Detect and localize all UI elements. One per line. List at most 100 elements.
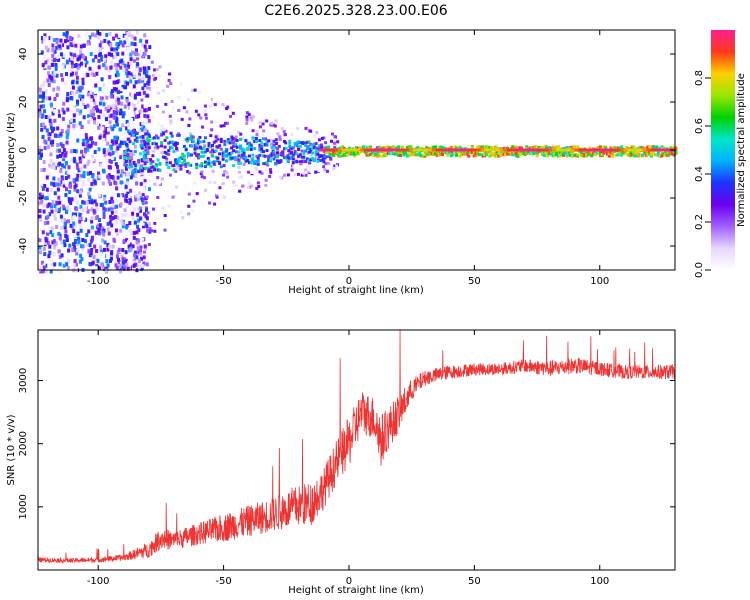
heatmap-cell <box>106 247 110 252</box>
heatmap-cell <box>148 227 152 231</box>
heatmap-cell <box>107 151 111 156</box>
heatmap-cell <box>184 162 188 166</box>
heatmap-cell <box>95 105 99 110</box>
heatmap-cell <box>570 148 575 152</box>
heatmap-cell <box>50 209 54 214</box>
heatmap-cell <box>148 187 151 192</box>
heatmap-cell <box>67 248 71 253</box>
heatmap-cell <box>256 156 260 160</box>
heatmap-cell <box>439 148 444 152</box>
heatmap-cell <box>124 184 128 189</box>
heatmap-cell <box>87 205 91 210</box>
heatmap-cell <box>383 146 387 150</box>
heatmap-cell <box>115 122 119 127</box>
heatmap-cell <box>372 154 376 158</box>
heatmap-cell <box>320 136 324 140</box>
heatmap-cell <box>219 165 223 169</box>
heatmap-cell <box>258 153 262 157</box>
heatmap-cell <box>246 146 250 150</box>
heatmap-cell <box>95 207 99 211</box>
heatmap-cell <box>230 138 234 142</box>
heatmap-cell <box>154 164 158 168</box>
heatmap-cell <box>442 146 446 150</box>
heatmap-cell <box>86 171 90 176</box>
heatmap-cell <box>72 263 76 268</box>
heatmap-cell <box>114 80 118 85</box>
heatmap-cell <box>132 169 135 173</box>
heatmap-cell <box>168 72 172 76</box>
heatmap-cell <box>90 140 94 145</box>
heatmap-cell <box>247 143 251 147</box>
heatmap-cell <box>219 140 223 144</box>
heatmap-cell <box>172 168 176 172</box>
heatmap-cell <box>153 136 157 140</box>
heatmap-cell <box>64 170 68 175</box>
heatmap-cell <box>260 171 264 175</box>
heatmap-cell <box>333 146 337 149</box>
heatmap-cell <box>200 154 204 158</box>
heatmap-cell <box>544 148 549 152</box>
heatmap-cell <box>164 129 168 133</box>
heatmap-cell <box>103 197 106 201</box>
heatmap-cell <box>48 43 52 48</box>
heatmap-cell <box>223 150 227 154</box>
heatmap-cell <box>656 150 660 154</box>
heatmap-cell <box>295 157 299 160</box>
heatmap-cell <box>324 162 328 166</box>
heatmap-cell <box>63 222 67 227</box>
heatmap-cell <box>73 107 77 112</box>
heatmap-cell <box>500 152 504 156</box>
heatmap-cell <box>272 139 276 143</box>
heatmap-cell <box>38 87 42 92</box>
heatmap-cell <box>102 169 106 174</box>
heatmap-cell <box>109 125 113 130</box>
colorbar-tick-label: 0.6 <box>694 118 705 134</box>
heatmap-cell <box>211 148 214 152</box>
heatmap-cell <box>207 162 211 165</box>
heatmap-cell <box>488 145 492 149</box>
heatmap-cell <box>120 101 124 106</box>
heatmap-cell <box>333 151 337 155</box>
heatmap-cell <box>609 146 613 150</box>
heatmap-cell <box>96 215 99 220</box>
heatmap-cell <box>99 245 103 250</box>
heatmap-cell <box>111 127 115 131</box>
heatmap-cell <box>141 237 145 241</box>
heatmap-cell <box>143 212 146 217</box>
heatmap-cell <box>121 224 125 229</box>
heatmap-cell <box>427 146 430 150</box>
heatmap-cell <box>61 116 65 121</box>
heatmap-cell <box>215 191 219 195</box>
heatmap-cell <box>348 146 351 150</box>
heatmap-cell <box>110 47 114 52</box>
heatmap-cell <box>119 173 123 178</box>
heatmap-cell <box>644 154 648 158</box>
heatmap-cell <box>239 137 243 141</box>
heatmap-cell <box>184 137 188 141</box>
heatmap-cell <box>430 146 434 150</box>
heatmap-cell <box>107 68 111 73</box>
heatmap-cell <box>356 148 361 152</box>
heatmap-cell <box>264 178 268 182</box>
heatmap-cell <box>53 118 57 123</box>
heatmap-cell <box>108 75 112 79</box>
heatmap-cell <box>490 152 494 156</box>
heatmap-cell <box>130 133 134 137</box>
heatmap-cell <box>295 141 299 145</box>
heatmap-cell <box>142 63 146 67</box>
heatmap-cell <box>441 146 444 149</box>
heatmap-cell <box>212 140 216 144</box>
heatmap-cell <box>226 153 230 156</box>
y-tick-label: 3000 <box>18 368 29 393</box>
heatmap-cell <box>187 192 191 196</box>
heatmap-cell <box>73 244 77 249</box>
heatmap-cell <box>297 140 301 144</box>
heatmap-cell <box>657 148 662 152</box>
heatmap-cell <box>570 150 574 154</box>
heatmap-cell <box>265 140 269 144</box>
heatmap-cell <box>247 181 251 185</box>
heatmap-cell <box>48 250 52 255</box>
heatmap-cell <box>274 146 278 150</box>
heatmap-cell <box>38 250 42 255</box>
heatmap-cell <box>45 212 49 217</box>
